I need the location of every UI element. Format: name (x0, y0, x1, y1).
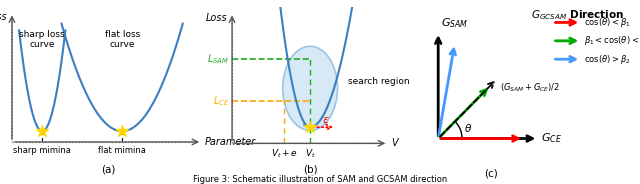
Text: (c): (c) (484, 169, 497, 179)
Text: Loss: Loss (0, 13, 8, 22)
Text: V: V (391, 138, 397, 148)
Text: $L_{CE}$: $L_{CE}$ (212, 94, 229, 108)
Text: Figure 3: Schematic illustration of SAM and GCSAM direction: Figure 3: Schematic illustration of SAM … (193, 175, 447, 184)
Text: (b): (b) (303, 164, 317, 174)
Text: $V_t+e$: $V_t+e$ (271, 147, 298, 160)
Text: $V_t$: $V_t$ (305, 147, 316, 160)
Text: sharp loss
curve: sharp loss curve (19, 30, 65, 49)
Text: (a): (a) (101, 165, 116, 175)
Text: $G_{GCSAM}$ Direction: $G_{GCSAM}$ Direction (531, 8, 624, 22)
Text: Loss: Loss (206, 13, 227, 23)
Text: flat mimina: flat mimina (98, 146, 146, 155)
Text: $(G_{SAM}+G_{CE})/2$: $(G_{SAM}+G_{CE})/2$ (500, 81, 559, 94)
Ellipse shape (283, 46, 337, 130)
Text: $\varepsilon$: $\varepsilon$ (322, 115, 330, 125)
Text: sharp mimina: sharp mimina (13, 146, 71, 155)
Text: search region: search region (348, 77, 410, 86)
Text: $\cos(\theta) > \beta_2$: $\cos(\theta) > \beta_2$ (584, 53, 630, 66)
Text: $G_{CE}$: $G_{CE}$ (541, 132, 561, 145)
Text: $\theta$: $\theta$ (465, 122, 472, 134)
Text: $G_{SAM}$: $G_{SAM}$ (440, 16, 468, 30)
Text: flat loss
curve: flat loss curve (104, 30, 140, 49)
Text: $\beta_1 < \cos(\theta) < \beta_2$: $\beta_1 < \cos(\theta) < \beta_2$ (584, 34, 640, 47)
Text: $L_{SAM}$: $L_{SAM}$ (207, 52, 229, 66)
Text: Parameter: Parameter (205, 137, 256, 147)
Text: $\cos(\theta) < \beta_1$: $\cos(\theta) < \beta_1$ (584, 16, 630, 29)
